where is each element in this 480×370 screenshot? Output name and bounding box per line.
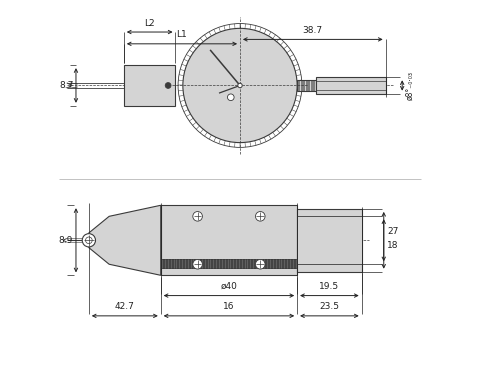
- Polygon shape: [89, 205, 161, 275]
- Circle shape: [193, 212, 203, 221]
- Circle shape: [165, 83, 171, 88]
- Bar: [297, 209, 361, 272]
- Circle shape: [183, 28, 297, 142]
- Circle shape: [228, 94, 234, 101]
- Text: 16: 16: [223, 302, 235, 312]
- Text: L1: L1: [177, 30, 187, 39]
- Text: 8.7: 8.7: [60, 81, 74, 90]
- Text: ø8°₋₀⋅₀₃: ø8°₋₀⋅₀₃: [405, 71, 414, 100]
- Circle shape: [82, 234, 96, 247]
- Circle shape: [85, 237, 92, 243]
- Text: ø40: ø40: [220, 282, 238, 291]
- Text: 38.7: 38.7: [303, 26, 323, 35]
- Text: 18: 18: [387, 241, 399, 250]
- Bar: [124, 65, 176, 106]
- Bar: [297, 80, 315, 91]
- Bar: [161, 259, 297, 268]
- Text: L2: L2: [144, 18, 155, 28]
- Bar: [297, 216, 361, 264]
- Text: 27: 27: [387, 226, 399, 236]
- Circle shape: [193, 259, 203, 269]
- Circle shape: [255, 212, 265, 221]
- Circle shape: [255, 259, 265, 269]
- Text: 42.7: 42.7: [115, 302, 135, 312]
- Bar: [161, 205, 297, 275]
- Text: 8.9: 8.9: [59, 236, 73, 245]
- Circle shape: [238, 83, 242, 88]
- Text: 19.5: 19.5: [319, 282, 339, 291]
- Text: 23.5: 23.5: [319, 302, 339, 312]
- Bar: [315, 77, 385, 94]
